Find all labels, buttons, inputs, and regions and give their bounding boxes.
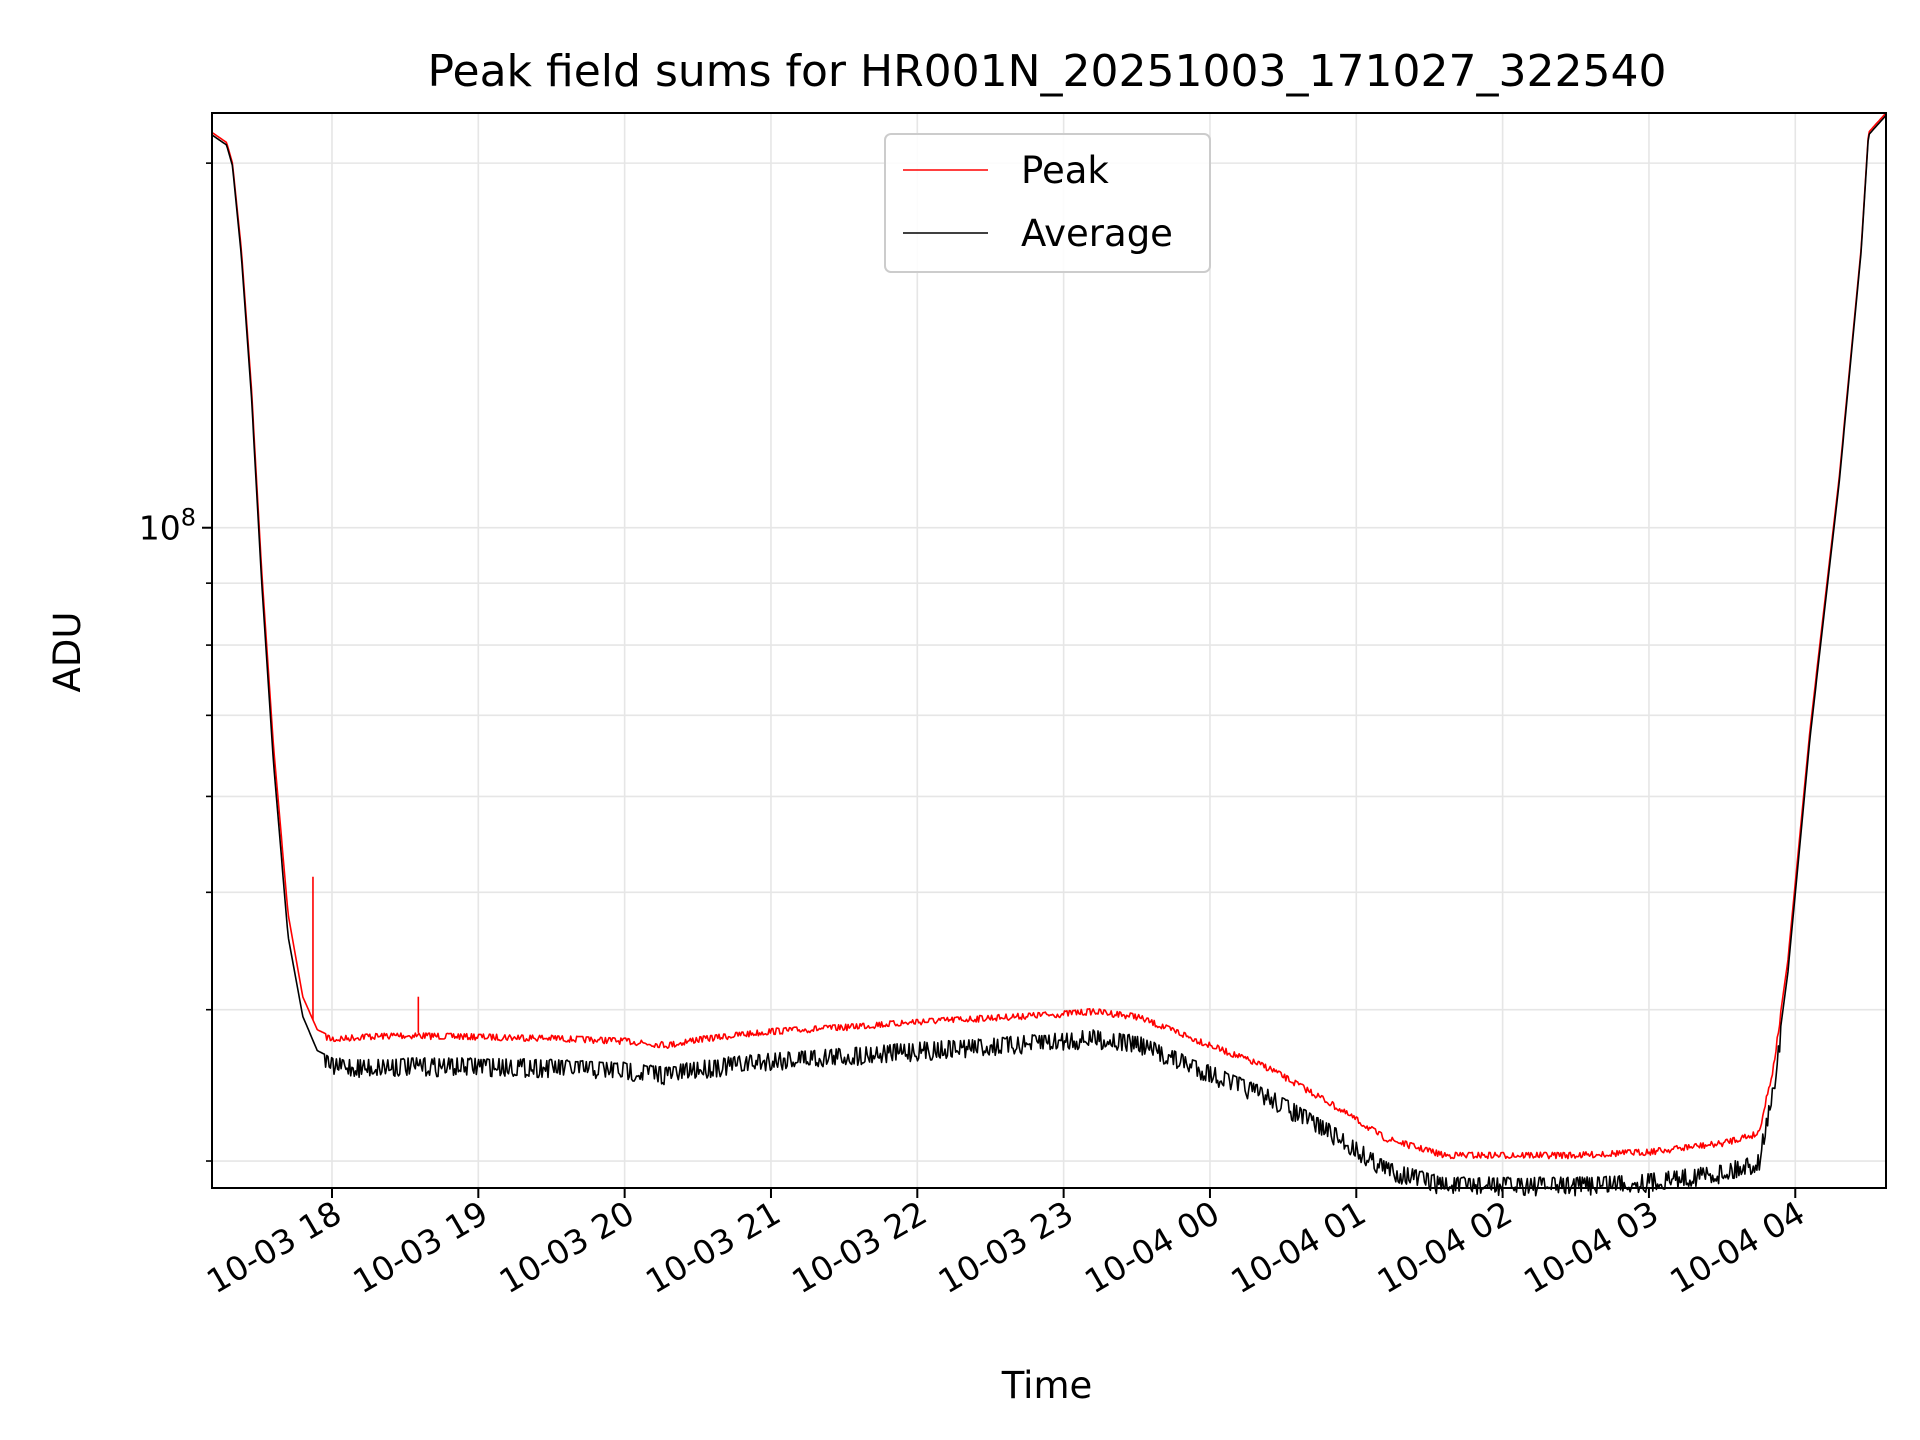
plot-frame	[211, 112, 1887, 1189]
legend-box	[884, 133, 1211, 273]
y-axis-label: ADU	[46, 612, 89, 693]
legend-label-peak: Peak	[1021, 149, 1109, 192]
series-line-average	[211, 114, 1887, 1197]
x-axis-label: Time	[1001, 1364, 1093, 1407]
y-tick-label: 108	[139, 504, 196, 548]
legend: Peak Average	[884, 133, 1211, 273]
grid	[212, 113, 1886, 1188]
series-line-peak	[211, 112, 1887, 1160]
legend-label-average: Average	[1021, 212, 1173, 255]
series-group	[211, 112, 1887, 1197]
chart-title: Peak field sums for HR001N_20251003_1710…	[428, 46, 1667, 97]
